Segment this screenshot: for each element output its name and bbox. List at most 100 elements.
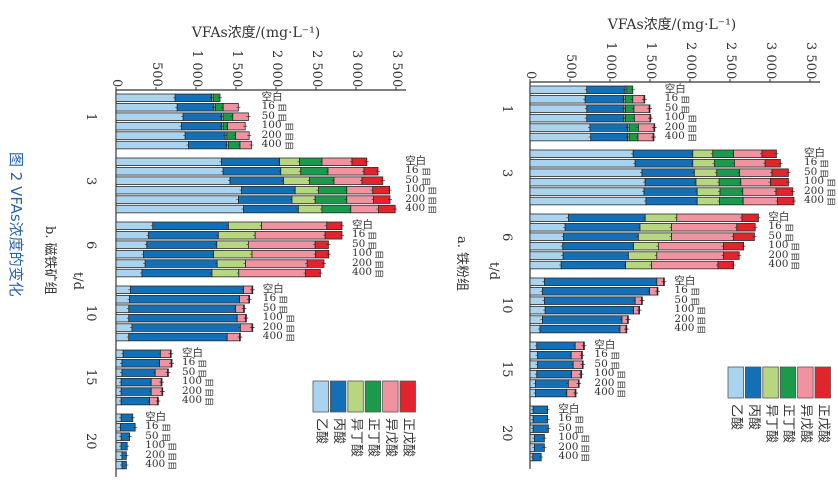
bar-segment-正戊酸 bbox=[723, 241, 744, 251]
bar-segment-异戊酸 bbox=[350, 204, 379, 214]
bar-segment-乙酸 bbox=[115, 131, 186, 140]
treatment-size: 100 bbox=[804, 175, 825, 188]
legend-swatch bbox=[814, 366, 831, 399]
bar-segment-异戊酸 bbox=[346, 185, 374, 195]
treatment-label: 200目 bbox=[352, 256, 383, 269]
treatment-size: 400 bbox=[674, 322, 695, 335]
treatment-size: 400 bbox=[352, 266, 373, 279]
legend-swatch bbox=[779, 366, 797, 399]
treatment-label: 100目 bbox=[558, 431, 589, 444]
bar-segment-正戊酸 bbox=[777, 196, 795, 206]
bar-segment-乙酸 bbox=[529, 296, 545, 305]
treatment-size: 16 bbox=[405, 164, 419, 177]
bar-segment-丙酸 bbox=[560, 260, 627, 270]
treatment-label: 100目 bbox=[145, 440, 176, 451]
bar-segment-丙酸 bbox=[120, 387, 152, 396]
treatment-size: 200 bbox=[352, 256, 373, 269]
treatment-size: 400 bbox=[262, 330, 283, 343]
legend-label: 正丁酸 bbox=[365, 418, 381, 458]
bar-segment-正丁酸 bbox=[714, 159, 735, 168]
treatment-label: 200目 bbox=[594, 376, 625, 389]
treatment-size: 空白 bbox=[145, 411, 167, 423]
legend-label: 乙酸 bbox=[313, 418, 329, 445]
treatment-label: 100目 bbox=[182, 376, 213, 387]
legend-label: 正戊酸 bbox=[400, 418, 416, 458]
treatment-label: 200目 bbox=[768, 250, 799, 261]
day-label: 1 bbox=[83, 113, 98, 122]
value-tick-label: 3 500 bbox=[389, 49, 404, 87]
treatment-size: 400 bbox=[594, 386, 615, 399]
treatment-unit: 目 bbox=[282, 141, 293, 151]
bar-segment-丙酸 bbox=[182, 112, 222, 121]
treatment-label: 空白 bbox=[182, 348, 203, 359]
bar-segment-正丁酸 bbox=[718, 177, 742, 187]
panel-title: a. 铁粉组 bbox=[454, 236, 469, 292]
bar-segment-丙酸 bbox=[544, 296, 636, 305]
value-tick-label: 1 500 bbox=[229, 49, 244, 87]
bar-segment-丙酸 bbox=[634, 159, 694, 168]
bar-segment-丙酸 bbox=[147, 231, 219, 240]
legend-label: 异戊酸 bbox=[798, 404, 814, 444]
bar-segment-乙酸 bbox=[115, 204, 244, 214]
bar-segment-异丁酸 bbox=[297, 204, 323, 214]
bar-segment-异戊酸 bbox=[671, 232, 734, 241]
bar-segment-乙酸 bbox=[115, 323, 133, 332]
day-label: 15 bbox=[499, 361, 514, 378]
value-tick-label: 1 000 bbox=[603, 41, 618, 79]
bar-segment-异戊酸 bbox=[676, 213, 743, 222]
treatment-label: 空白 bbox=[263, 284, 284, 295]
bar-segment-丙酸 bbox=[122, 349, 161, 358]
bar-segment-乙酸 bbox=[529, 177, 646, 187]
treatment-size: 200 bbox=[405, 192, 426, 205]
treatment-size: 200 bbox=[594, 376, 615, 389]
bar-segment-乙酸 bbox=[115, 112, 184, 121]
treatment-label: 400目 bbox=[674, 322, 705, 335]
bar-segment-异戊酸 bbox=[634, 113, 651, 123]
treatment-size: 200 bbox=[804, 184, 825, 197]
bar-segment-乙酸 bbox=[529, 123, 591, 132]
legend-swatch bbox=[399, 380, 416, 413]
bar-segment-异丁酸 bbox=[294, 185, 319, 195]
bar-segment-丙酸 bbox=[532, 405, 549, 414]
bar-segment-异丁酸 bbox=[695, 177, 720, 187]
bar-segment-异戊酸 bbox=[658, 241, 725, 251]
treatment-label: 16目 bbox=[804, 156, 829, 169]
treatment-label: 200目 bbox=[665, 122, 696, 133]
treatment-label: 100目 bbox=[665, 112, 696, 123]
treatment-size: 空白 bbox=[674, 275, 696, 287]
bar-segment-异丁酸 bbox=[227, 221, 262, 230]
bar-segment-丙酸 bbox=[539, 324, 621, 334]
treatment-label: 200目 bbox=[263, 322, 294, 333]
treatment-label: 空白 bbox=[261, 91, 283, 103]
bar-segment-乙酸 bbox=[529, 305, 546, 315]
bar-segment-正丁酸 bbox=[712, 149, 734, 158]
treatment-size: 100 bbox=[674, 303, 695, 316]
bar-segment-异丁酸 bbox=[628, 251, 658, 260]
treatment-label: 16目 bbox=[594, 349, 619, 360]
bar-segment-异戊酸 bbox=[321, 157, 353, 166]
bar-segment-正丁酸 bbox=[300, 167, 329, 176]
treatment-size: 200 bbox=[182, 384, 203, 397]
legend-label: 正戊酸 bbox=[815, 404, 831, 444]
bar-segment-乙酸 bbox=[115, 231, 149, 240]
bar-segment-丙酸 bbox=[144, 259, 218, 268]
legend-label: 乙酸 bbox=[728, 404, 744, 431]
bar-segment-异丁酸 bbox=[211, 268, 240, 278]
bar-segment-异戊酸 bbox=[740, 177, 771, 187]
treatment-size: 16 bbox=[768, 220, 782, 233]
bar-segment-乙酸 bbox=[529, 85, 588, 94]
value-tick-label: 2 000 bbox=[683, 41, 698, 79]
treatment-size: 50 bbox=[804, 165, 818, 178]
legend-swatch bbox=[382, 380, 399, 413]
bar-segment-正丁酸 bbox=[314, 195, 348, 204]
bar-segment-乙酸 bbox=[529, 159, 636, 168]
day-label: 10 bbox=[499, 297, 514, 314]
treatment-size: 16 bbox=[804, 156, 818, 169]
bar-segment-乙酸 bbox=[115, 93, 176, 102]
day-axis-title: t/d bbox=[486, 262, 501, 280]
bar-segment-异戊酸 bbox=[327, 167, 365, 176]
treatment-size: 100 bbox=[558, 431, 579, 444]
treatment-label: 50目 bbox=[768, 231, 793, 242]
treatment-size: 空白 bbox=[261, 91, 283, 103]
treatment-size: 空白 bbox=[664, 83, 686, 95]
